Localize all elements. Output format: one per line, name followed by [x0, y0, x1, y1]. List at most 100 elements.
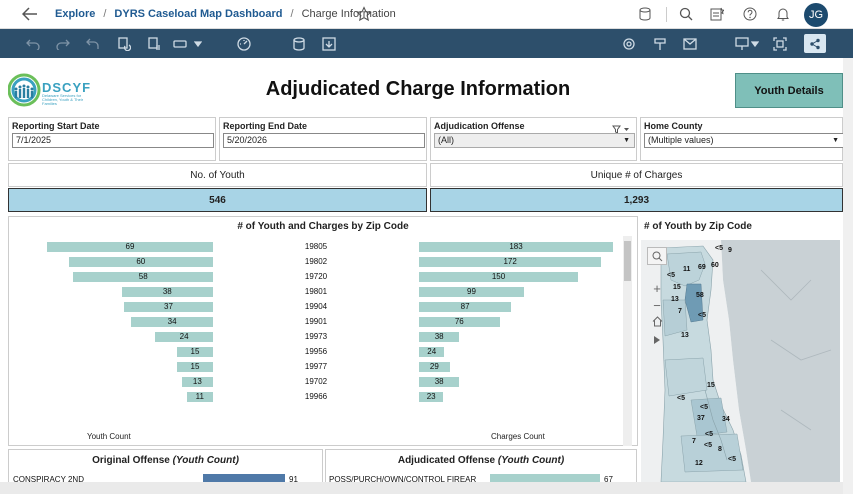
page-vertical-scrollbar[interactable] — [843, 58, 853, 494]
chevron-down-icon: ▼ — [832, 137, 839, 144]
back-arrow-icon[interactable] — [20, 5, 40, 23]
redo-icon[interactable] — [54, 35, 72, 52]
favorite-star-icon[interactable] — [356, 6, 372, 25]
subscribe-mail-icon[interactable] — [681, 35, 699, 52]
zip-code-label: 19956 — [304, 347, 328, 356]
charges-count-bar[interactable] — [419, 362, 450, 372]
zip-code-map[interactable] — [641, 240, 840, 482]
map-zip-label: 9 — [728, 247, 732, 254]
undo-icon[interactable] — [24, 35, 42, 52]
charges-count-bar[interactable] — [419, 347, 445, 357]
youth-details-button[interactable]: Youth Details — [735, 73, 843, 108]
chart-scrollbar-thumb[interactable] — [624, 241, 631, 281]
youth-count-bar[interactable] — [47, 242, 213, 252]
youth-count-label: 15 — [190, 362, 200, 371]
chart-scrollbar[interactable] — [623, 236, 632, 446]
youth-count-bar[interactable] — [176, 362, 213, 372]
map-zip-label: 7 — [692, 438, 696, 445]
map-zip-label: 37 — [697, 415, 705, 422]
original-offense-row-label: CONSPIRACY 2ND — [13, 475, 84, 484]
map-search-icon[interactable] — [647, 247, 667, 265]
zip-code-label: 19973 — [304, 332, 328, 341]
home-icon[interactable] — [647, 312, 667, 330]
youth-count-bar[interactable] — [176, 347, 213, 357]
performance-icon[interactable] — [235, 35, 253, 52]
map-zip-label: 69 — [698, 264, 706, 271]
fullscreen-icon[interactable] — [771, 35, 789, 52]
youth-count-bar[interactable] — [131, 317, 213, 327]
watch-icon[interactable] — [620, 35, 638, 52]
youth-count-label: 11 — [195, 392, 204, 401]
user-avatar[interactable]: JG — [804, 3, 828, 27]
youth-count-label: 13 — [192, 377, 202, 386]
kpi-youth-label: No. of Youth — [8, 163, 427, 187]
start-date-input[interactable]: 7/1/2025 — [12, 133, 214, 148]
revert-icon[interactable] — [84, 35, 102, 52]
filter-end-date: Reporting End Date 5/20/2026 — [219, 117, 427, 161]
breadcrumb-workbook[interactable]: DYRS Caseload Map Dashboard — [114, 8, 283, 20]
adjudicated-offense-bar[interactable] — [490, 474, 600, 484]
kpi-charges-label: Unique # of Charges — [430, 163, 843, 187]
youth-count-bar[interactable] — [121, 287, 213, 297]
page-horizontal-scrollbar[interactable] — [0, 482, 843, 494]
youth-count-bar[interactable] — [73, 272, 213, 282]
filter-adjudication-offense: Adjudication Offense (All) ▼ — [430, 117, 637, 161]
home-county-select[interactable]: (Multiple values) ▼ — [644, 133, 844, 148]
highlight-brush-icon[interactable] — [651, 35, 669, 52]
charges-count-bar[interactable] — [419, 332, 460, 342]
youth-count-label: 58 — [138, 272, 148, 281]
charges-count-bar[interactable] — [419, 392, 444, 402]
charges-count-label: 38 — [434, 377, 444, 386]
watchlist-icon[interactable] — [709, 6, 725, 22]
end-date-input[interactable]: 5/20/2026 — [223, 133, 425, 148]
youth-count-bar[interactable] — [186, 392, 213, 402]
breadcrumb-separator: / — [290, 8, 294, 20]
presentation-dropdown-icon[interactable] — [750, 35, 760, 52]
logo-name: DSCYF — [42, 80, 92, 95]
share-icon[interactable] — [804, 34, 826, 53]
refresh-data-icon[interactable] — [115, 35, 133, 52]
map-zip-label: 60 — [711, 262, 719, 269]
pause-updates-icon[interactable] — [145, 35, 163, 52]
original-offense-bar[interactable] — [203, 474, 285, 484]
adjudicated-offense-title: Adjudicated Offense (Youth Count) — [326, 455, 636, 466]
zip-chart-panel[interactable]: # of Youth and Charges by Zip Code — [8, 216, 638, 446]
charges-count-bar[interactable] — [419, 257, 602, 267]
youth-count-bar[interactable] — [181, 377, 213, 387]
breadcrumb-explore[interactable]: Explore — [55, 8, 96, 20]
map-zip-label: <5 — [704, 442, 712, 449]
map-zip-label: 15 — [707, 382, 715, 389]
zip-code-label: 19805 — [304, 242, 328, 251]
youth-count-label: 24 — [179, 332, 189, 341]
charges-count-bar[interactable] — [419, 317, 500, 327]
help-icon[interactable] — [742, 6, 758, 22]
charges-count-bar[interactable] — [419, 377, 460, 387]
youth-count-axis-label: Youth Count — [87, 432, 131, 441]
zoom-in-icon[interactable]: + — [653, 280, 661, 296]
presentation-icon[interactable] — [734, 35, 752, 52]
charges-count-bar[interactable] — [419, 242, 613, 252]
expand-toolbar-icon[interactable] — [647, 331, 667, 349]
search-icon[interactable] — [678, 6, 694, 22]
adjudicated-offense-row-label: POSS/PURCH/OWN/CONTROL FIREAR — [329, 475, 477, 484]
view-mode-icon[interactable] — [172, 35, 190, 52]
charges-count-bar[interactable] — [419, 272, 579, 282]
youth-count-bar[interactable] — [123, 302, 213, 312]
youth-count-label: 34 — [167, 317, 177, 326]
view-mode-dropdown-icon[interactable] — [192, 35, 204, 52]
top-nav-bar: Explore / DYRS Caseload Map Dashboard / … — [0, 0, 853, 29]
charges-count-label: 150 — [491, 272, 506, 281]
youth-count-bar[interactable] — [155, 332, 213, 342]
charges-count-bar[interactable] — [419, 302, 512, 312]
adjudication-offense-select[interactable]: (All) ▼ — [434, 133, 635, 148]
database-icon[interactable] — [637, 6, 653, 22]
youth-count-bar[interactable] — [68, 257, 213, 267]
select-value: (All) — [438, 135, 454, 145]
notifications-bell-icon[interactable] — [775, 6, 791, 22]
zoom-out-icon[interactable]: − — [653, 297, 661, 313]
adjudicated-offense-row-value: 67 — [604, 475, 613, 484]
download-data-icon[interactable] — [320, 35, 338, 52]
data-source-icon[interactable] — [290, 35, 308, 52]
charges-count-bar[interactable] — [419, 287, 524, 297]
chevron-down-icon: ▼ — [623, 137, 630, 144]
